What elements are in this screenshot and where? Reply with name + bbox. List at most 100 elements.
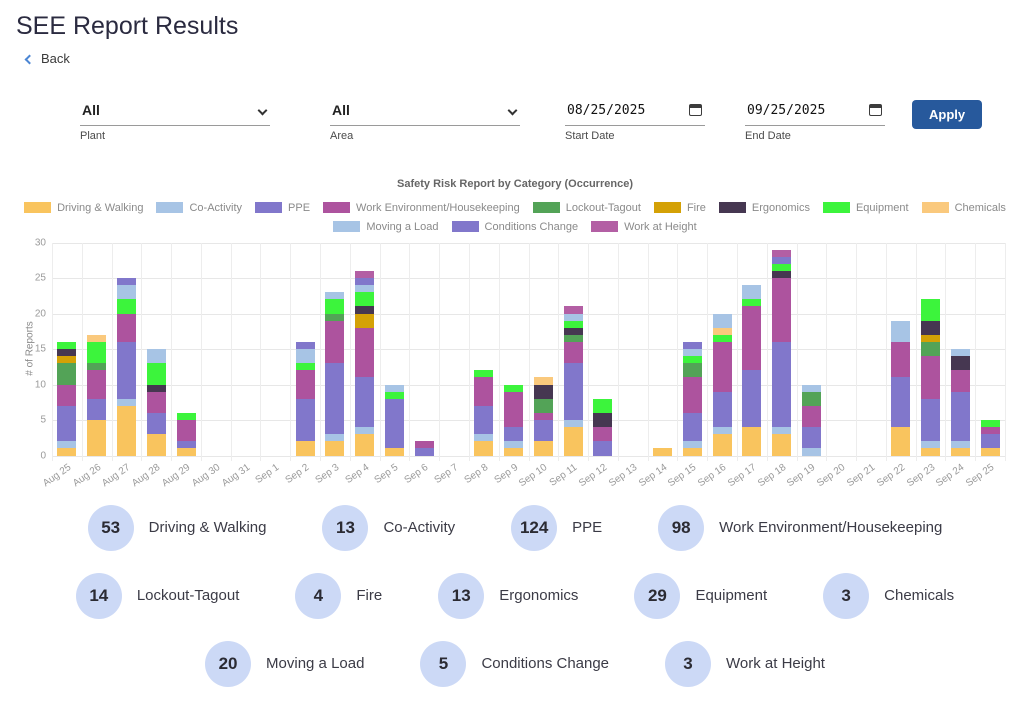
bar-segment	[87, 334, 107, 342]
bar-segment	[355, 270, 375, 278]
end-date-input[interactable]	[745, 102, 849, 122]
gridline	[558, 242, 560, 461]
legend-swatch	[822, 202, 850, 213]
bar-segment	[533, 441, 553, 456]
bar-segment	[593, 427, 613, 442]
start-date-label: Start Date	[565, 129, 615, 142]
chart-legend-row-1: Driving & Walking Co-Activity PPE Work Envi…	[0, 202, 1030, 214]
legend-swatch	[451, 221, 479, 232]
bar-segment	[563, 363, 583, 420]
plant-select[interactable]: All	[80, 99, 270, 124]
badge-count: 5	[420, 640, 467, 687]
calendar-icon[interactable]	[869, 104, 882, 116]
bar-segment	[593, 398, 613, 413]
legend-label: Ergonomics	[751, 201, 810, 214]
legend-label: PPE	[288, 201, 311, 214]
bar-segment	[325, 299, 345, 314]
bar-segment	[57, 349, 77, 357]
legend-item[interactable]: Conditions Change	[451, 220, 579, 233]
legend-label: Conditions Change	[484, 220, 579, 233]
category-badge: 13 Co-Activity	[322, 504, 455, 551]
gridline	[498, 242, 500, 461]
bar-segment	[295, 398, 315, 442]
bar-segment	[682, 349, 702, 357]
start-date-field: Start Date	[565, 100, 705, 142]
filter-bar: All Plant All Area Start Date End Date A…	[80, 99, 1030, 142]
gridline	[885, 242, 887, 461]
bar-segment	[176, 420, 196, 442]
bar-segment	[950, 391, 970, 442]
legend-item[interactable]: Driving & Walking	[24, 202, 143, 214]
bar-segment	[593, 441, 613, 456]
bar-segment	[772, 427, 792, 435]
bar-segment	[921, 448, 941, 456]
gridline	[528, 242, 530, 461]
category-badge: 5 Conditions Change	[420, 640, 609, 687]
bar-segment	[682, 377, 702, 413]
chart-title: Safety Risk Report by Category (Occurren…	[397, 177, 633, 190]
legend-item[interactable]: Fire	[653, 202, 706, 214]
bar-segment	[563, 320, 583, 328]
bar-segment	[57, 441, 77, 449]
y-tick-label: 5	[40, 414, 46, 426]
legend-label: Work at Height	[624, 220, 697, 233]
bar-segment	[772, 341, 792, 428]
legend-label: Co-Activity	[189, 201, 243, 214]
badge-count: 3	[665, 640, 712, 687]
legend-label: Equipment	[855, 201, 909, 214]
bar-segment	[682, 341, 702, 349]
legend-item[interactable]: Work Environment/Housekeeping	[323, 202, 520, 214]
bar-segment	[146, 384, 166, 392]
bar-segment	[712, 427, 732, 435]
legend-item[interactable]: Chemicals	[921, 201, 1006, 214]
bar-segment	[146, 412, 166, 435]
bar-segment	[176, 441, 196, 449]
bar-segment	[772, 256, 792, 264]
bar-segment	[533, 412, 553, 420]
bar-segment	[950, 441, 970, 449]
bar-segment	[801, 427, 821, 449]
bar-segment	[146, 434, 166, 456]
bar-segment	[563, 427, 583, 456]
bar-segment	[355, 327, 375, 378]
badge-label: Ergonomics	[499, 587, 579, 604]
legend-item[interactable]: Lockout-Tagout	[532, 202, 641, 214]
gridline	[439, 242, 441, 461]
badge-count: 4	[295, 572, 342, 619]
gridline	[409, 242, 411, 461]
legend-item[interactable]: Co-Activity	[156, 202, 242, 214]
legend-item[interactable]: Equipment	[822, 201, 909, 214]
badge-label: PPE	[572, 519, 603, 536]
apply-button[interactable]: Apply	[912, 99, 983, 129]
bar-segment	[891, 320, 911, 342]
bar-segment	[712, 334, 732, 342]
chart-legend-row-2: Moving a Load Conditions Change Work at He…	[0, 221, 1030, 233]
gridline	[766, 242, 768, 461]
bar-segment	[146, 349, 166, 364]
legend-item[interactable]: Ergonomics	[718, 201, 810, 214]
badge-count: 3	[823, 572, 870, 619]
legend-item[interactable]: Work at Height	[591, 221, 697, 233]
legend-label: Moving a Load	[366, 220, 439, 233]
bar-segment	[712, 434, 732, 456]
back-button[interactable]: Back	[24, 51, 70, 66]
end-date-label: End Date	[745, 129, 791, 142]
bar-chart: # of Reports 0 5 10 15 20 25 30 Aug 25 Aug 26 Aug…	[16, 237, 1014, 497]
bar-segment	[57, 405, 77, 442]
calendar-icon[interactable]	[689, 104, 702, 116]
bar-segment	[474, 441, 494, 456]
bar-segment	[295, 441, 315, 456]
legend-item[interactable]: PPE	[255, 202, 310, 214]
start-date-input[interactable]	[565, 102, 669, 122]
area-select[interactable]: All	[330, 99, 520, 124]
bar-segment	[474, 405, 494, 435]
legend-item[interactable]: Moving a Load	[333, 220, 439, 233]
legend-label: Chemicals	[954, 201, 1006, 214]
bar-segment	[772, 249, 792, 257]
gridline	[588, 242, 590, 461]
bar-segment	[146, 391, 166, 413]
category-badge: 20 Moving a Load	[205, 640, 364, 687]
bar-segment	[325, 363, 345, 435]
bar-segment	[87, 363, 107, 371]
legend-label: Driving & Walking	[57, 201, 144, 214]
